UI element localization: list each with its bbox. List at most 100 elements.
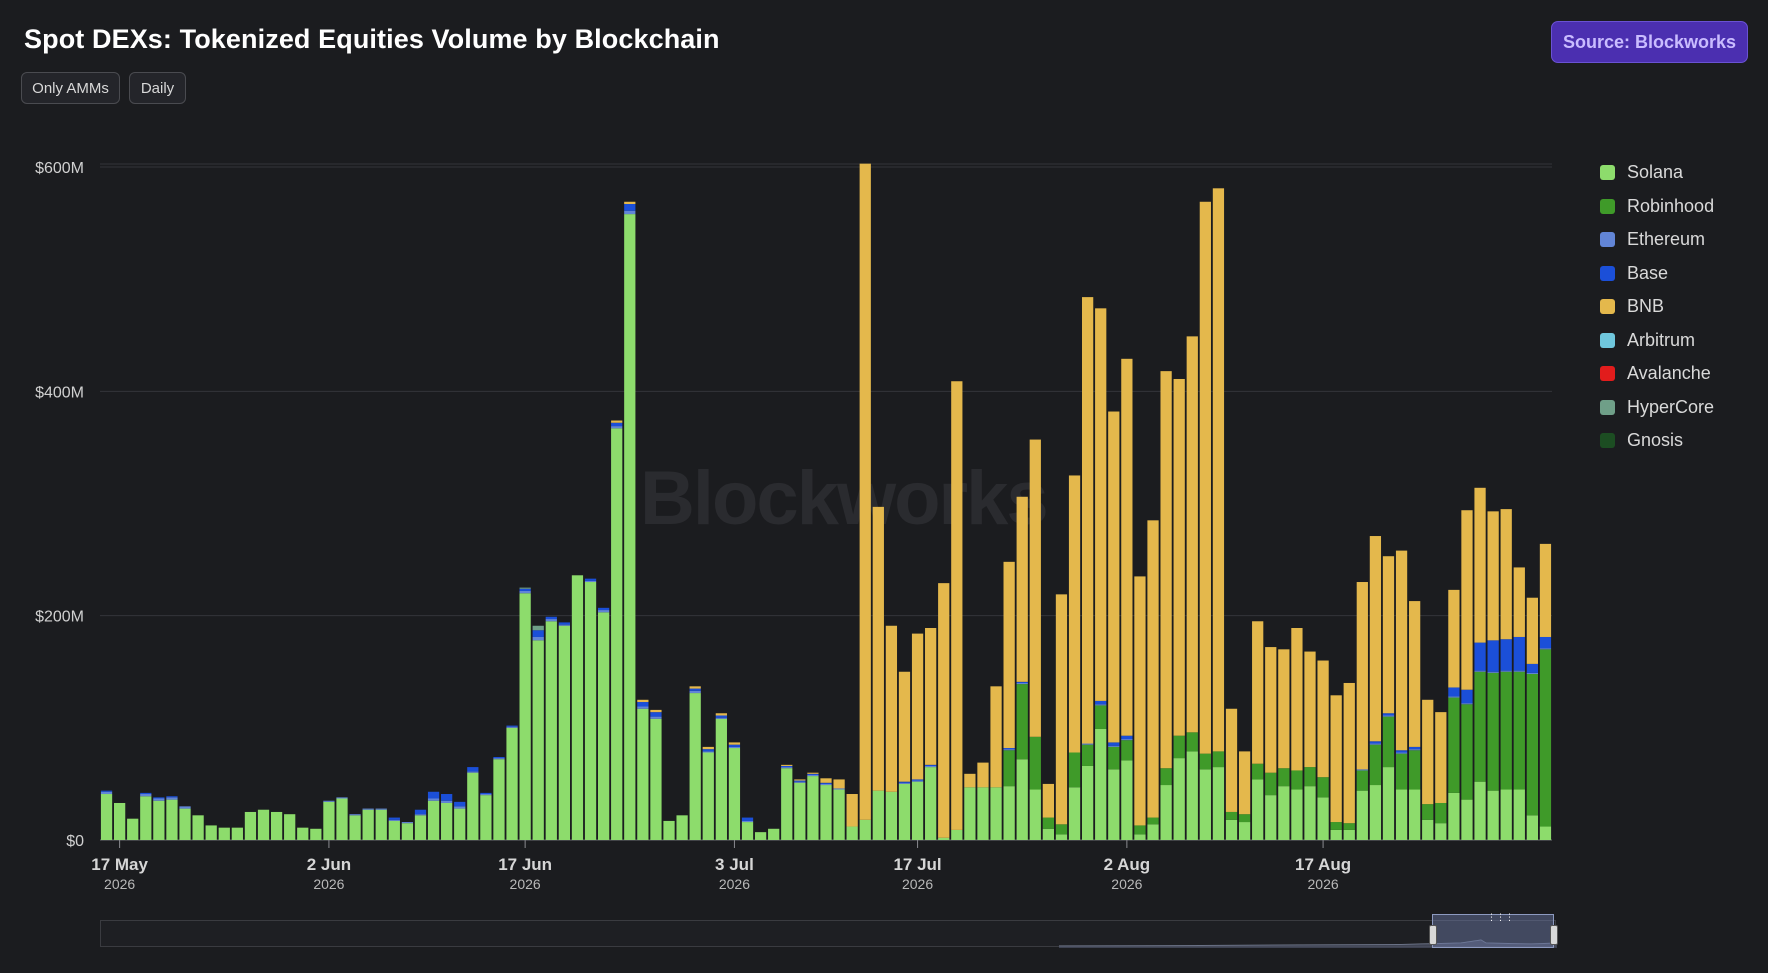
y-tick-label: $0 xyxy=(66,833,84,850)
bar-segment-bnb xyxy=(1539,543,1552,637)
bar-segment-ethereum xyxy=(624,210,636,215)
bar-segment-solana xyxy=(1317,797,1329,840)
legend-label: HyperCore xyxy=(1627,396,1715,417)
source-button[interactable]: Source: Blockworks xyxy=(1551,21,1748,63)
bar-segment-solana xyxy=(1461,799,1473,840)
daily-filter[interactable]: Daily xyxy=(129,72,186,104)
range-navigator[interactable] xyxy=(100,920,1558,948)
bar-segment-ethereum xyxy=(650,716,662,719)
bar-segment-solana xyxy=(859,819,871,840)
navigator-right-handle[interactable] xyxy=(1550,925,1558,945)
bar-segment-robinhood xyxy=(1474,671,1486,782)
bar-segment-solana xyxy=(1330,829,1342,840)
bar-segment-ethereum xyxy=(741,820,754,823)
bar-segment-ethereum xyxy=(1108,745,1120,747)
bar-segment-solana xyxy=(231,827,243,840)
bar-segment-solana xyxy=(1500,789,1512,840)
bar-segment-base xyxy=(1395,750,1408,753)
bar-segment-ethereum xyxy=(467,771,479,773)
bar-segment-bnb xyxy=(1121,358,1133,736)
bar-segment-solana xyxy=(1435,823,1447,840)
bar-segment-bnb xyxy=(1291,628,1303,771)
bar-segment-solana xyxy=(1029,789,1041,840)
bar-segment-solana xyxy=(1369,785,1382,840)
bar-segment-solana xyxy=(1082,765,1094,840)
bar-segment-solana xyxy=(1487,790,1499,840)
bar-segment-solana xyxy=(1448,792,1460,840)
bar-segment-base xyxy=(441,794,453,801)
bar-segment-ethereum xyxy=(349,814,361,816)
bar-segment-robinhood xyxy=(1382,716,1395,768)
bar-segment-bnb xyxy=(1448,589,1460,688)
bar-segment-bnb xyxy=(1108,411,1120,743)
bar-segment-ethereum xyxy=(1395,752,1408,754)
bar-segment-robinhood xyxy=(1160,768,1172,786)
bar-segment-robinhood xyxy=(1435,802,1447,824)
bar-segment-solana xyxy=(571,575,584,840)
bar-segment-solana xyxy=(1409,789,1421,840)
bar-segment-bnb xyxy=(938,583,950,838)
bar-segment-solana xyxy=(584,582,597,840)
bar-segment-bnb xyxy=(1134,576,1146,826)
bar-segment-solana xyxy=(885,791,898,840)
legend-item-robinhood[interactable]: Robinhood xyxy=(1600,190,1714,224)
legend-item-hypercore[interactable]: HyperCore xyxy=(1600,391,1714,425)
bar-segment-solana xyxy=(1356,790,1368,840)
bar-segment-ethereum xyxy=(702,751,714,753)
x-tick-year: 2026 xyxy=(1308,876,1339,892)
bar-segment-base xyxy=(1500,639,1512,671)
bar-segment-solana xyxy=(741,822,754,840)
bar-segment-hypercore xyxy=(532,625,544,631)
bar-segment-ethereum xyxy=(1016,682,1028,685)
bar-segment-solana xyxy=(846,826,858,840)
legend-item-arbitrum[interactable]: Arbitrum xyxy=(1600,324,1714,358)
bar-segment-ethereum xyxy=(480,794,492,796)
bar-segment-bnb xyxy=(1003,561,1015,749)
bar-segment-solana xyxy=(1265,795,1277,840)
legend-item-avalanche[interactable]: Avalanche xyxy=(1600,357,1714,391)
bar-segment-robinhood xyxy=(1422,804,1434,820)
bar-segment-solana xyxy=(1055,834,1068,840)
bar-segment-bnb xyxy=(1461,510,1473,690)
bar-segment-solana xyxy=(964,787,976,840)
bar-segment-base xyxy=(493,757,505,759)
bar-segment-bnb xyxy=(624,201,636,205)
bar-segment-ethereum xyxy=(911,780,924,782)
bar-segment-solana xyxy=(624,214,636,841)
navigator-left-handle[interactable] xyxy=(1429,925,1437,945)
bar-segment-solana xyxy=(1147,824,1159,840)
navigator-grip-icon[interactable]: ⋮⋮⋮ xyxy=(1487,912,1514,922)
bar-segment-solana xyxy=(1304,786,1316,840)
legend-item-ethereum[interactable]: Ethereum xyxy=(1600,223,1714,257)
navigator-preview xyxy=(1058,939,1558,948)
legend-label: Ethereum xyxy=(1627,229,1706,250)
bar-segment-ethereum xyxy=(833,788,845,790)
legend-item-solana[interactable]: Solana xyxy=(1600,156,1714,190)
bar-segment-solana xyxy=(401,823,414,840)
bar-segment-robinhood xyxy=(1278,768,1290,787)
bar-segment-bnb xyxy=(611,420,623,423)
bar-segment-solana xyxy=(284,814,296,840)
bar-segment-ethereum xyxy=(1095,704,1107,706)
legend-swatch-solana xyxy=(1600,165,1615,181)
bar-segment-base xyxy=(1003,748,1015,750)
bar-segment-base xyxy=(794,780,806,782)
legend-item-gnosis[interactable]: Gnosis xyxy=(1600,424,1714,458)
bar-segment-base xyxy=(1539,636,1552,649)
bar-segment-solana xyxy=(820,785,832,840)
bar-segment-solana xyxy=(872,790,884,840)
x-tick-label: 2 Aug xyxy=(1104,855,1151,874)
bar-segment-ethereum xyxy=(1448,696,1460,698)
x-tick-year: 2026 xyxy=(1111,876,1142,892)
bar-segment-ethereum xyxy=(1382,715,1395,717)
bar-segment-base xyxy=(454,801,466,807)
bar-segment-base xyxy=(467,767,479,772)
bar-segment-solana xyxy=(427,800,440,840)
legend-item-base[interactable]: Base xyxy=(1600,257,1714,291)
legend-item-bnb[interactable]: BNB xyxy=(1600,290,1714,324)
bar-segment-robinhood xyxy=(1186,732,1198,752)
bar-segment-ethereum xyxy=(925,765,937,768)
only-amms-filter[interactable]: Only AMMs xyxy=(21,72,120,104)
bar-segment-bnb xyxy=(728,742,741,745)
